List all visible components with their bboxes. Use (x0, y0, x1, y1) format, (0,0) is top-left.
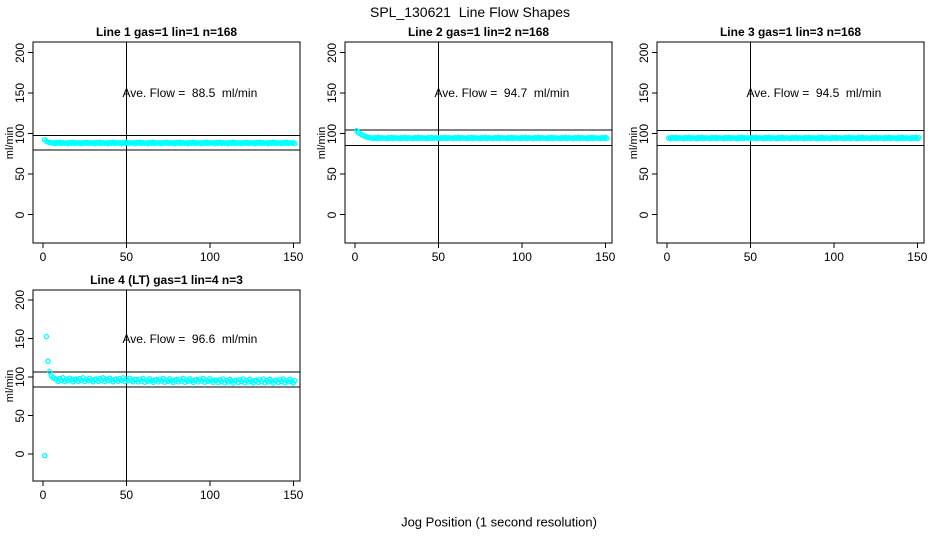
y-tick-label: 150 (13, 328, 27, 349)
y-tick-label: 100 (13, 123, 27, 144)
x-tick-label: 50 (119, 488, 134, 502)
x-tick-label: 0 (39, 250, 47, 264)
y-tick-label: 0 (637, 211, 651, 218)
data-point (41, 452, 48, 459)
y-tick-label: 200 (637, 42, 651, 63)
x-tick-label: 50 (119, 250, 134, 264)
x-tick-label: 150 (283, 488, 304, 502)
subplot-4-points (41, 333, 298, 459)
data-point (916, 134, 922, 141)
y-tick-label: 50 (325, 167, 339, 181)
x-tick-label: 50 (743, 250, 758, 264)
x-tick-label: 50 (431, 250, 446, 264)
y-tick-label: 200 (13, 42, 27, 63)
x-tick-label: 150 (595, 250, 616, 264)
y-tick-label: 100 (637, 123, 651, 144)
y-tick-label: 0 (13, 211, 27, 218)
y-tick-label: 50 (13, 167, 27, 181)
data-point (604, 135, 610, 142)
data-point (45, 358, 51, 364)
subplot-4 (28, 289, 301, 486)
x-tick-label: 0 (663, 250, 671, 264)
subplot-1-ave-flow-annotation: Ave. Flow = 88.5 ml/min (122, 86, 258, 101)
y-tick-label: 50 (637, 167, 651, 181)
data-point (43, 333, 50, 340)
y-tick-label: 50 (13, 408, 27, 423)
x-tick-label: 150 (907, 250, 928, 264)
x-tick-label: 150 (283, 250, 304, 264)
x-tick-label: 100 (511, 250, 532, 264)
subplot-2-points (353, 127, 610, 142)
x-tick-label: 0 (39, 488, 47, 502)
subplot-2-title: Line 2 gas=1 lin=2 n=168 (407, 25, 550, 39)
x-tick-label: 100 (823, 250, 844, 264)
y-tick-label: 150 (13, 83, 27, 104)
y-tick-label: 0 (13, 450, 27, 458)
y-tick-label: 100 (13, 367, 27, 388)
subplot-4-title: Line 4 (LT) gas=1 lin=4 n=3 (90, 273, 243, 287)
plot-box (32, 41, 301, 244)
subplot-2 (340, 41, 613, 248)
y-tick-label: 200 (13, 289, 27, 311)
x-tick-label: 100 (199, 488, 220, 502)
subplot-1-title: Line 1 gas=1 lin=1 n=168 (95, 25, 238, 39)
subplot-3-ave-flow-annotation: Ave. Flow = 94.5 ml/min (746, 86, 882, 101)
y-tick-label: 150 (637, 83, 651, 104)
x-axis-title: Jog Position (1 second resolution) (401, 514, 597, 530)
subplot-2-ave-flow-annotation: Ave. Flow = 94.7 ml/min (434, 86, 570, 101)
data-point (292, 140, 298, 147)
subplot-1-points (41, 136, 298, 147)
figure-title: SPL_130621 Line Flow Shapes (369, 4, 571, 20)
y-tick-label: 150 (325, 83, 339, 104)
subplot-4-ave-flow-annotation: Ave. Flow = 96.6 ml/min (122, 331, 258, 346)
subplot-3 (652, 41, 925, 248)
data-point (46, 368, 53, 375)
x-tick-label: 100 (199, 250, 220, 264)
plot-box (344, 41, 613, 244)
y-tick-label: 0 (325, 211, 339, 218)
plot-box (32, 289, 301, 482)
subplot-1 (28, 41, 301, 248)
subplot-3-points (665, 134, 922, 142)
y-tick-label: 200 (325, 42, 339, 63)
y-tick-label: 100 (325, 123, 339, 144)
x-tick-label: 0 (351, 250, 359, 264)
plot-box (656, 41, 925, 244)
data-point (292, 377, 298, 384)
subplot-3-title: Line 3 gas=1 lin=3 n=168 (719, 25, 862, 39)
